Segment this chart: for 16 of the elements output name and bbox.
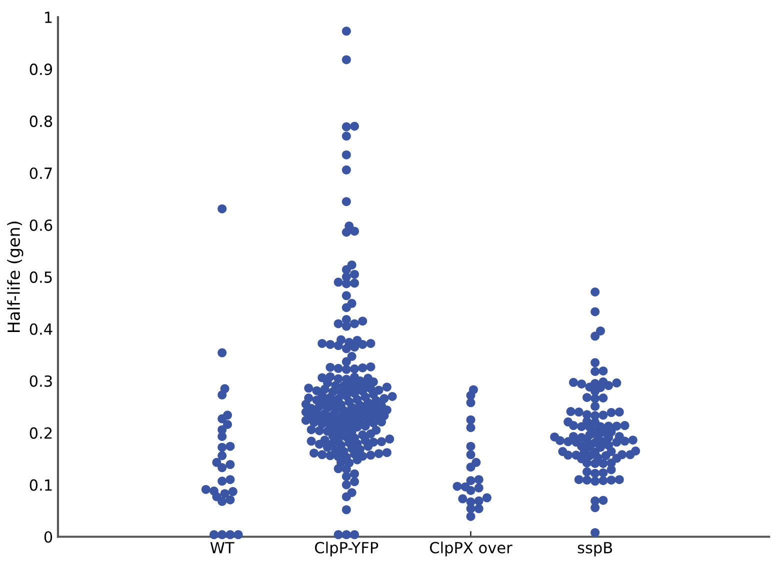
y-tick-label: 0.8 (30, 116, 52, 128)
y-tick-label: 0.9 (30, 64, 52, 76)
y-tick-label: 0.6 (30, 219, 52, 231)
x-tick-label: sspB (578, 542, 612, 556)
y-tick-label: 0.2 (30, 427, 52, 439)
y-tick-label: 0.3 (30, 375, 52, 387)
y-tick-label: 0 (44, 531, 52, 543)
y-axis-title: Half-life (gen) (7, 222, 24, 332)
y-tick-label: 0.1 (30, 479, 52, 491)
y-tick-label: 0.5 (30, 271, 52, 283)
x-tick-label: ClpPX over (430, 542, 512, 556)
y-tick-label: 0.4 (30, 323, 52, 335)
x-tick-label: ClpP-YFP (315, 542, 378, 556)
y-tick-label: 1 (45, 12, 52, 23)
x-tick-label: WT (210, 542, 234, 554)
y-tick-label: 0.7 (30, 167, 52, 180)
